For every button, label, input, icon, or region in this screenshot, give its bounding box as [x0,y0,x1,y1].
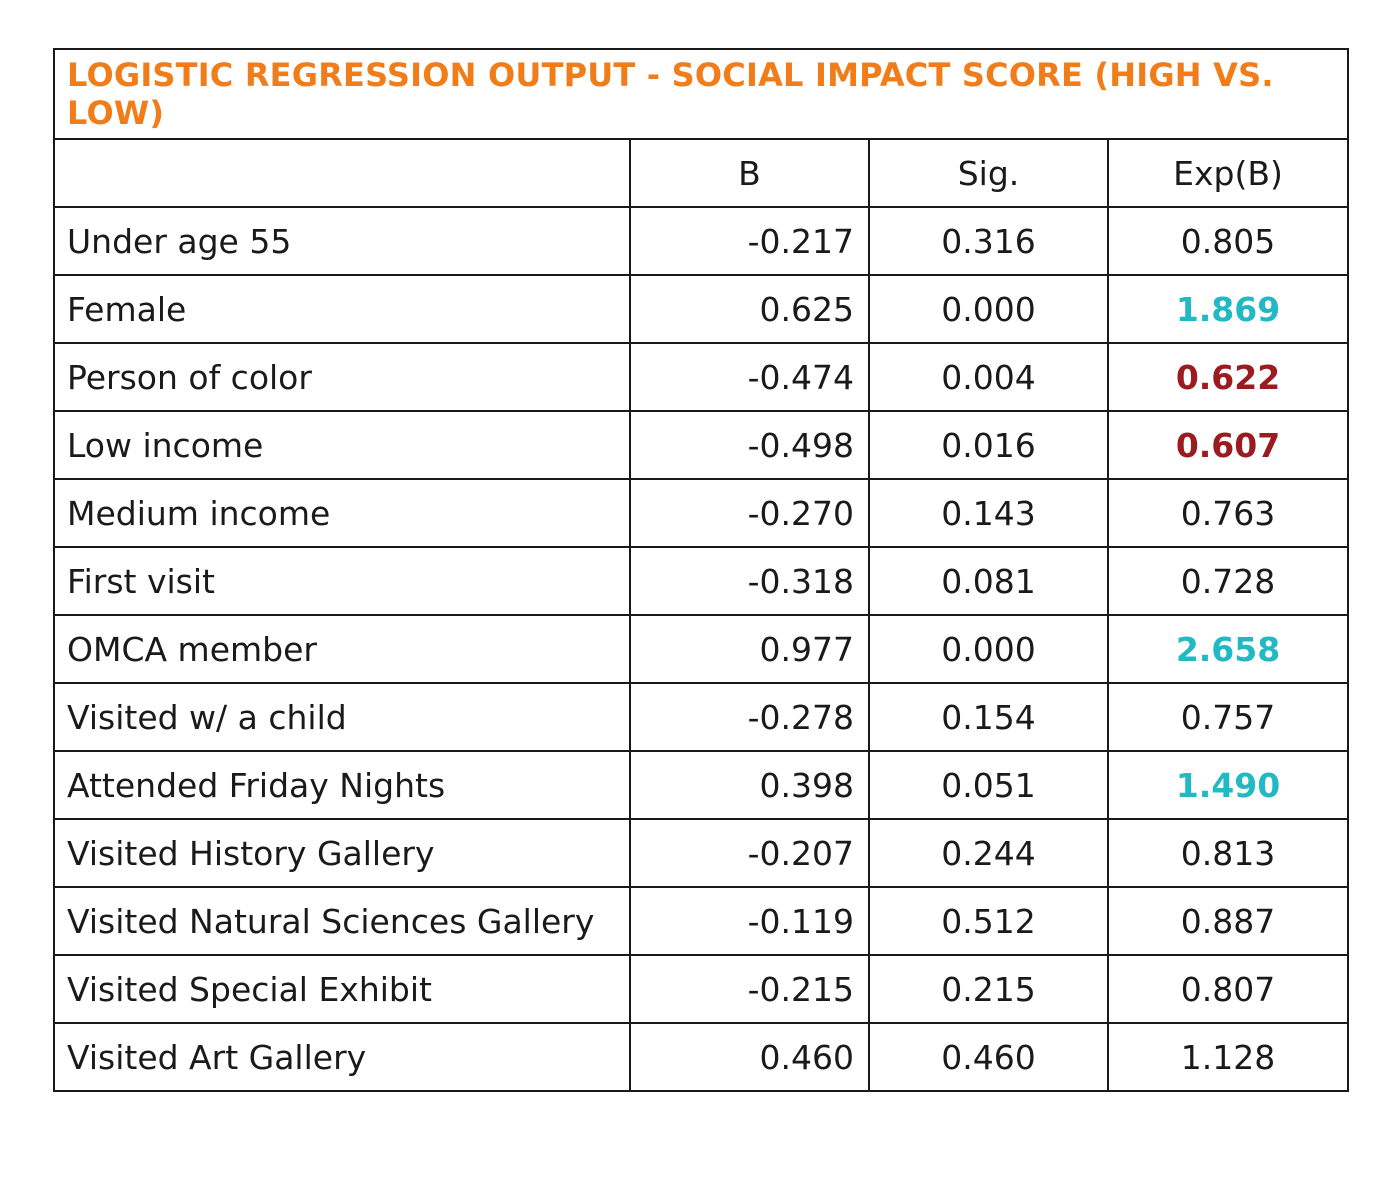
row-label: Visited History Gallery [53,818,631,888]
row-label: Attended Friday Nights [53,750,631,820]
table-body: Under age 55 -0.217 0.316 0.805 Female 0.625 0… [53,206,1350,1092]
row-label: Low income [53,410,631,480]
row-label: OMCA member [53,614,631,684]
table-row: Visited Art Gallery 0.460 0.460 1.128 [53,1022,1350,1092]
row-b-value: -0.498 [629,410,870,480]
table-row: Under age 55 -0.217 0.316 0.805 [53,206,1350,276]
title-row: LOGISTIC REGRESSION OUTPUT - SOCIAL IMPA… [52,48,1350,140]
row-b-value: -0.270 [629,478,870,548]
row-expb-value: 0.887 [1106,886,1350,956]
row-expb-value: 0.805 [1106,206,1350,276]
row-expb-value: 0.807 [1106,954,1350,1024]
row-expb-value: 1.869 [1106,274,1350,344]
row-b-value: -0.278 [629,682,870,752]
header-expb: Exp(B) [1106,138,1350,208]
row-label: Female [53,274,631,344]
table-row: Attended Friday Nights 0.398 0.051 1.490 [53,750,1350,820]
table-row: Visited Special Exhibit -0.215 0.215 0.807 [53,954,1350,1024]
header-b: B [629,138,870,208]
row-b-value: -0.207 [629,818,870,888]
table-row: Visited w/ a child -0.278 0.154 0.757 [53,682,1350,752]
table-row: Person of color -0.474 0.004 0.622 [53,342,1350,412]
row-expb-value: 0.763 [1106,478,1350,548]
row-label: Medium income [53,478,631,548]
row-expb-value: 0.728 [1106,546,1350,616]
row-expb-value: 0.622 [1106,342,1350,412]
row-expb-value: 0.607 [1106,410,1350,480]
header-sig: Sig. [868,138,1109,208]
row-label: First visit [53,546,631,616]
row-sig-value: 0.460 [868,1022,1109,1092]
table-row: First visit -0.318 0.081 0.728 [53,546,1350,616]
row-sig-value: 0.143 [868,478,1109,548]
table-row: OMCA member 0.977 0.000 2.658 [53,614,1350,684]
row-b-value: 0.398 [629,750,870,820]
table-row: Female 0.625 0.000 1.869 [53,274,1350,344]
row-expb-value: 2.658 [1106,614,1350,684]
row-b-value: -0.474 [629,342,870,412]
row-expb-value: 0.757 [1106,682,1350,752]
row-label: Visited Special Exhibit [53,954,631,1024]
row-sig-value: 0.000 [868,274,1109,344]
row-label: Under age 55 [53,206,631,276]
header-label-column [53,138,631,208]
row-b-value: 0.977 [629,614,870,684]
row-expb-value: 1.490 [1106,750,1350,820]
row-sig-value: 0.512 [868,886,1109,956]
row-b-value: 0.625 [629,274,870,344]
row-label: Visited Natural Sciences Gallery [53,886,631,956]
regression-table: LOGISTIC REGRESSION OUTPUT - SOCIAL IMPA… [52,48,1350,1092]
table-row: Medium income -0.270 0.143 0.763 [53,478,1350,548]
row-b-value: 0.460 [629,1022,870,1092]
row-b-value: -0.215 [629,954,870,1024]
table-row: Visited Natural Sciences Gallery -0.119 0.… [53,886,1350,956]
row-sig-value: 0.244 [868,818,1109,888]
header-row: B Sig. Exp(B) [53,138,1350,208]
row-sig-value: 0.316 [868,206,1109,276]
row-label: Visited Art Gallery [53,1022,631,1092]
row-sig-value: 0.081 [868,546,1109,616]
table-row: Visited History Gallery -0.207 0.244 0.813 [53,818,1350,888]
row-b-value: -0.119 [629,886,870,956]
row-b-value: -0.318 [629,546,870,616]
row-b-value: -0.217 [629,206,870,276]
row-sig-value: 0.051 [868,750,1109,820]
row-sig-value: 0.016 [868,410,1109,480]
row-sig-value: 0.215 [868,954,1109,1024]
regression-table-container: LOGISTIC REGRESSION OUTPUT - SOCIAL IMPA… [52,48,1350,1092]
row-label: Visited w/ a child [53,682,631,752]
table-title: LOGISTIC REGRESSION OUTPUT - SOCIAL IMPA… [52,48,1350,140]
row-sig-value: 0.000 [868,614,1109,684]
row-sig-value: 0.004 [868,342,1109,412]
row-label: Person of color [53,342,631,412]
row-expb-value: 0.813 [1106,818,1350,888]
row-sig-value: 0.154 [868,682,1109,752]
table-row: Low income -0.498 0.016 0.607 [53,410,1350,480]
row-expb-value: 1.128 [1106,1022,1350,1092]
